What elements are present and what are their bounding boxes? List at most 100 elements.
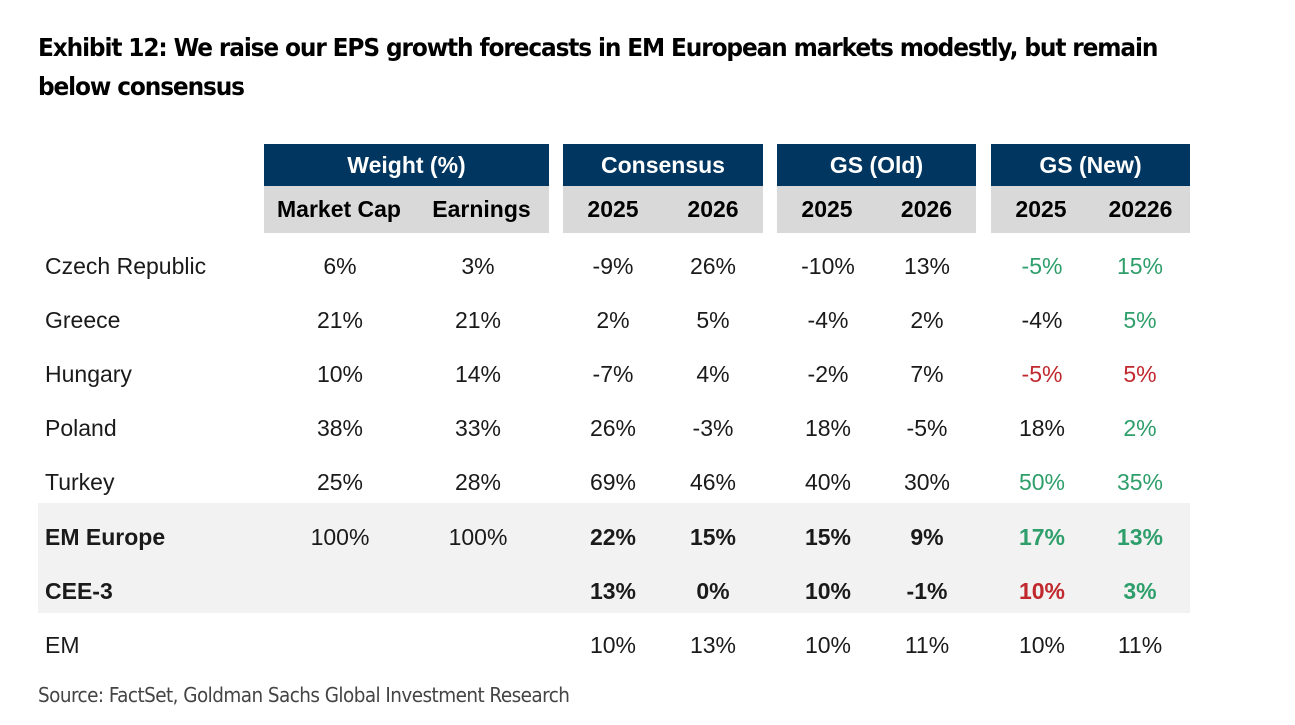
cell-gs-old-2026: 11% (904, 632, 950, 658)
cell-consensus-2025: 10% (589, 632, 637, 658)
cell-gs-new-2026: 15% (1116, 253, 1164, 279)
row-label: Greece (45, 307, 121, 333)
cell-gs-new-2026: 13% (1116, 524, 1164, 550)
cell-gs-new-2026: 2% (1123, 415, 1157, 441)
cell-weight-market-cap (285, 618, 395, 672)
row-label: EM Europe (45, 524, 166, 550)
table-row: Hungary 10% 14% -7% 4% -2% 7% -5% 5% (0, 347, 1295, 401)
exhibit-title: Exhibit 12: We raise our EPS growth fore… (38, 33, 1158, 101)
header-group-label: Consensus (601, 151, 725, 178)
cell-consensus-2026: 46% (689, 469, 737, 495)
table-row: Poland 38% 33% 26% -3% 18% -5% 18% 2% (0, 401, 1295, 455)
cell-consensus-2025: 13% (589, 578, 637, 604)
cell-gs-new-2025: 10% (1018, 578, 1066, 604)
cell-gs-old-2026: 13% (903, 253, 951, 279)
cell-weight-market-cap: 100% (310, 524, 370, 550)
subheader-gs-old: 2025 2026 (777, 186, 976, 233)
row-label: Turkey (45, 469, 115, 495)
source-note: Source: FactSet, Goldman Sachs Global In… (38, 683, 570, 707)
cell-weight-market-cap: 6% (323, 253, 357, 279)
table-row: Turkey 25% 28% 69% 46% 40% 30% 50% 35% (0, 455, 1295, 509)
header-group-consensus: Consensus (563, 144, 763, 186)
cell-consensus-2026: 13% (689, 632, 737, 658)
row-label: EM (45, 632, 80, 658)
cell-weight-market-cap: 10% (316, 361, 364, 387)
cell-gs-old-2025: 15% (804, 524, 852, 550)
cell-weight-earnings: 100% (448, 524, 508, 550)
column-header-market-cap: Market Cap (277, 196, 401, 222)
column-header-2025: 2025 (1015, 196, 1067, 222)
cell-consensus-2026: 4% (696, 361, 730, 387)
cell-consensus-2026: 26% (689, 253, 737, 279)
cell-weight-earnings: 28% (454, 469, 502, 495)
cell-weight-earnings (423, 564, 533, 618)
cell-consensus-2025: -9% (592, 253, 634, 279)
header-group-label: Weight (%) (347, 151, 466, 178)
cell-gs-old-2025: -4% (807, 307, 849, 333)
cell-weight-market-cap: 38% (316, 415, 364, 441)
cell-gs-new-2026: 35% (1116, 469, 1164, 495)
cell-weight-earnings: 21% (454, 307, 502, 333)
cell-gs-new-2026: 5% (1123, 307, 1157, 333)
cell-gs-new-2025: 10% (1018, 632, 1066, 658)
cell-weight-earnings: 33% (454, 415, 502, 441)
column-header-2025: 2025 (587, 196, 639, 222)
header-group-gs-old: GS (Old) (777, 144, 976, 186)
cell-gs-old-2026: -1% (906, 578, 948, 604)
cell-consensus-2026: 5% (696, 307, 730, 333)
cell-weight-earnings: 3% (461, 253, 495, 279)
table-row: Greece 21% 21% 2% 5% -4% 2% -4% 5% (0, 293, 1295, 347)
cell-consensus-2026: 15% (689, 524, 737, 550)
cell-gs-old-2025: -10% (801, 253, 855, 279)
subheader-gs-new: 2025 20226 (991, 186, 1190, 233)
cell-weight-market-cap: 21% (316, 307, 364, 333)
cell-consensus-2025: -7% (592, 361, 634, 387)
cell-gs-new-2025: -5% (1021, 361, 1063, 387)
column-header-2025: 2025 (801, 196, 853, 222)
table-row: EM Europe 100% 100% 22% 15% 15% 9% 17% 13% (0, 510, 1295, 564)
column-header-2026: 2026 (687, 196, 739, 222)
cell-gs-old-2026: 30% (903, 469, 951, 495)
column-header-2026: 20226 (1108, 196, 1173, 222)
cell-gs-old-2025: 10% (804, 632, 852, 658)
row-label: CEE-3 (45, 578, 113, 604)
subheader-weight: Market Cap Earnings (264, 186, 549, 233)
subheader-consensus: 2025 2026 (563, 186, 763, 233)
cell-gs-new-2025: 50% (1018, 469, 1066, 495)
cell-gs-new-2026: 5% (1123, 361, 1157, 387)
cell-gs-new-2026: 3% (1123, 578, 1157, 604)
table-row: Czech Republic 6% 3% -9% 26% -10% 13% -5% 15% (0, 239, 1295, 293)
cell-consensus-2025: 69% (589, 469, 637, 495)
row-label: Czech Republic (45, 253, 207, 279)
header-group-label: GS (Old) (829, 151, 924, 178)
cell-weight-market-cap: 25% (316, 469, 364, 495)
cell-gs-old-2025: 18% (804, 415, 852, 441)
header-group-gs-new: GS (New) (991, 144, 1190, 186)
cell-consensus-2026: 0% (696, 578, 730, 604)
aggregate-rows-band (38, 503, 1190, 613)
cell-gs-old-2025: 10% (804, 578, 852, 604)
cell-gs-new-2025: 17% (1018, 524, 1066, 550)
cell-gs-old-2025: -2% (807, 361, 849, 387)
cell-gs-new-2025: -4% (1021, 307, 1063, 333)
cell-consensus-2025: 2% (596, 307, 630, 333)
row-label: Hungary (45, 361, 132, 387)
row-label: Poland (45, 415, 117, 441)
cell-consensus-2025: 26% (589, 415, 637, 441)
table-row: CEE-3 13% 0% 10% -1% 10% 3% (0, 564, 1295, 618)
column-header-earnings: Earnings (432, 196, 531, 222)
header-group-weight: Weight (%) (264, 144, 549, 186)
cell-weight-earnings: 14% (454, 361, 502, 387)
cell-consensus-2025: 22% (589, 524, 637, 550)
cell-gs-old-2025: 40% (804, 469, 852, 495)
cell-weight-earnings (423, 618, 533, 672)
cell-gs-new-2026: 11% (1117, 632, 1163, 658)
table-row: EM 10% 13% 10% 11% 10% 11% (0, 618, 1295, 672)
cell-gs-old-2026: 9% (910, 524, 944, 550)
cell-consensus-2026: -3% (692, 415, 734, 441)
header-group-label: GS (New) (1039, 151, 1142, 178)
cell-gs-old-2026: 7% (910, 361, 944, 387)
cell-gs-old-2026: -5% (906, 415, 948, 441)
cell-gs-old-2026: 2% (910, 307, 944, 333)
cell-weight-market-cap (285, 564, 395, 618)
